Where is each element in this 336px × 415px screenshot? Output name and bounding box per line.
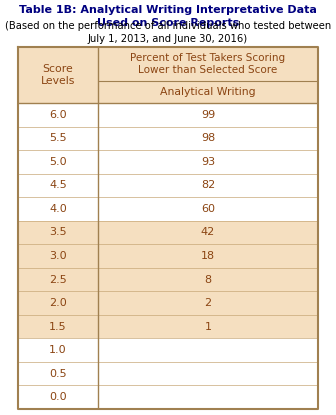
Text: 42: 42 — [201, 227, 215, 237]
Text: 5.0: 5.0 — [49, 157, 67, 167]
Bar — [18, 268, 318, 291]
Text: 2.0: 2.0 — [49, 298, 67, 308]
Bar — [18, 47, 318, 409]
Text: 0.5: 0.5 — [49, 369, 67, 379]
Text: 5.5: 5.5 — [49, 133, 67, 143]
Text: 99: 99 — [201, 110, 215, 120]
Bar — [18, 221, 318, 244]
Bar — [18, 244, 318, 268]
Text: 18: 18 — [201, 251, 215, 261]
Text: 93: 93 — [201, 157, 215, 167]
Bar — [18, 291, 318, 315]
Text: 98: 98 — [201, 133, 215, 143]
Text: (Based on the performance of all individuals who tested between
July 1, 2013, an: (Based on the performance of all individ… — [5, 21, 331, 44]
Text: Analytical Writing: Analytical Writing — [160, 87, 256, 97]
Text: 3.0: 3.0 — [49, 251, 67, 261]
Text: 0.0: 0.0 — [49, 392, 67, 402]
Text: 3.5: 3.5 — [49, 227, 67, 237]
Text: Percent of Test Takers Scoring
Lower than Selected Score: Percent of Test Takers Scoring Lower tha… — [130, 53, 286, 76]
Text: 6.0: 6.0 — [49, 110, 67, 120]
Text: Table 1B: Analytical Writing Interpretative Data
Used on Score Reports: Table 1B: Analytical Writing Interpretat… — [19, 5, 317, 28]
Text: 82: 82 — [201, 181, 215, 190]
Text: 8: 8 — [204, 275, 212, 285]
Text: 1.0: 1.0 — [49, 345, 67, 355]
Text: 60: 60 — [201, 204, 215, 214]
Bar — [18, 47, 318, 103]
Bar — [18, 315, 318, 338]
Text: 4.5: 4.5 — [49, 181, 67, 190]
Text: 2.5: 2.5 — [49, 275, 67, 285]
Text: 2: 2 — [204, 298, 212, 308]
Text: 4.0: 4.0 — [49, 204, 67, 214]
Text: Score
Levels: Score Levels — [41, 63, 75, 86]
Text: 1: 1 — [205, 322, 211, 332]
Text: 1.5: 1.5 — [49, 322, 67, 332]
